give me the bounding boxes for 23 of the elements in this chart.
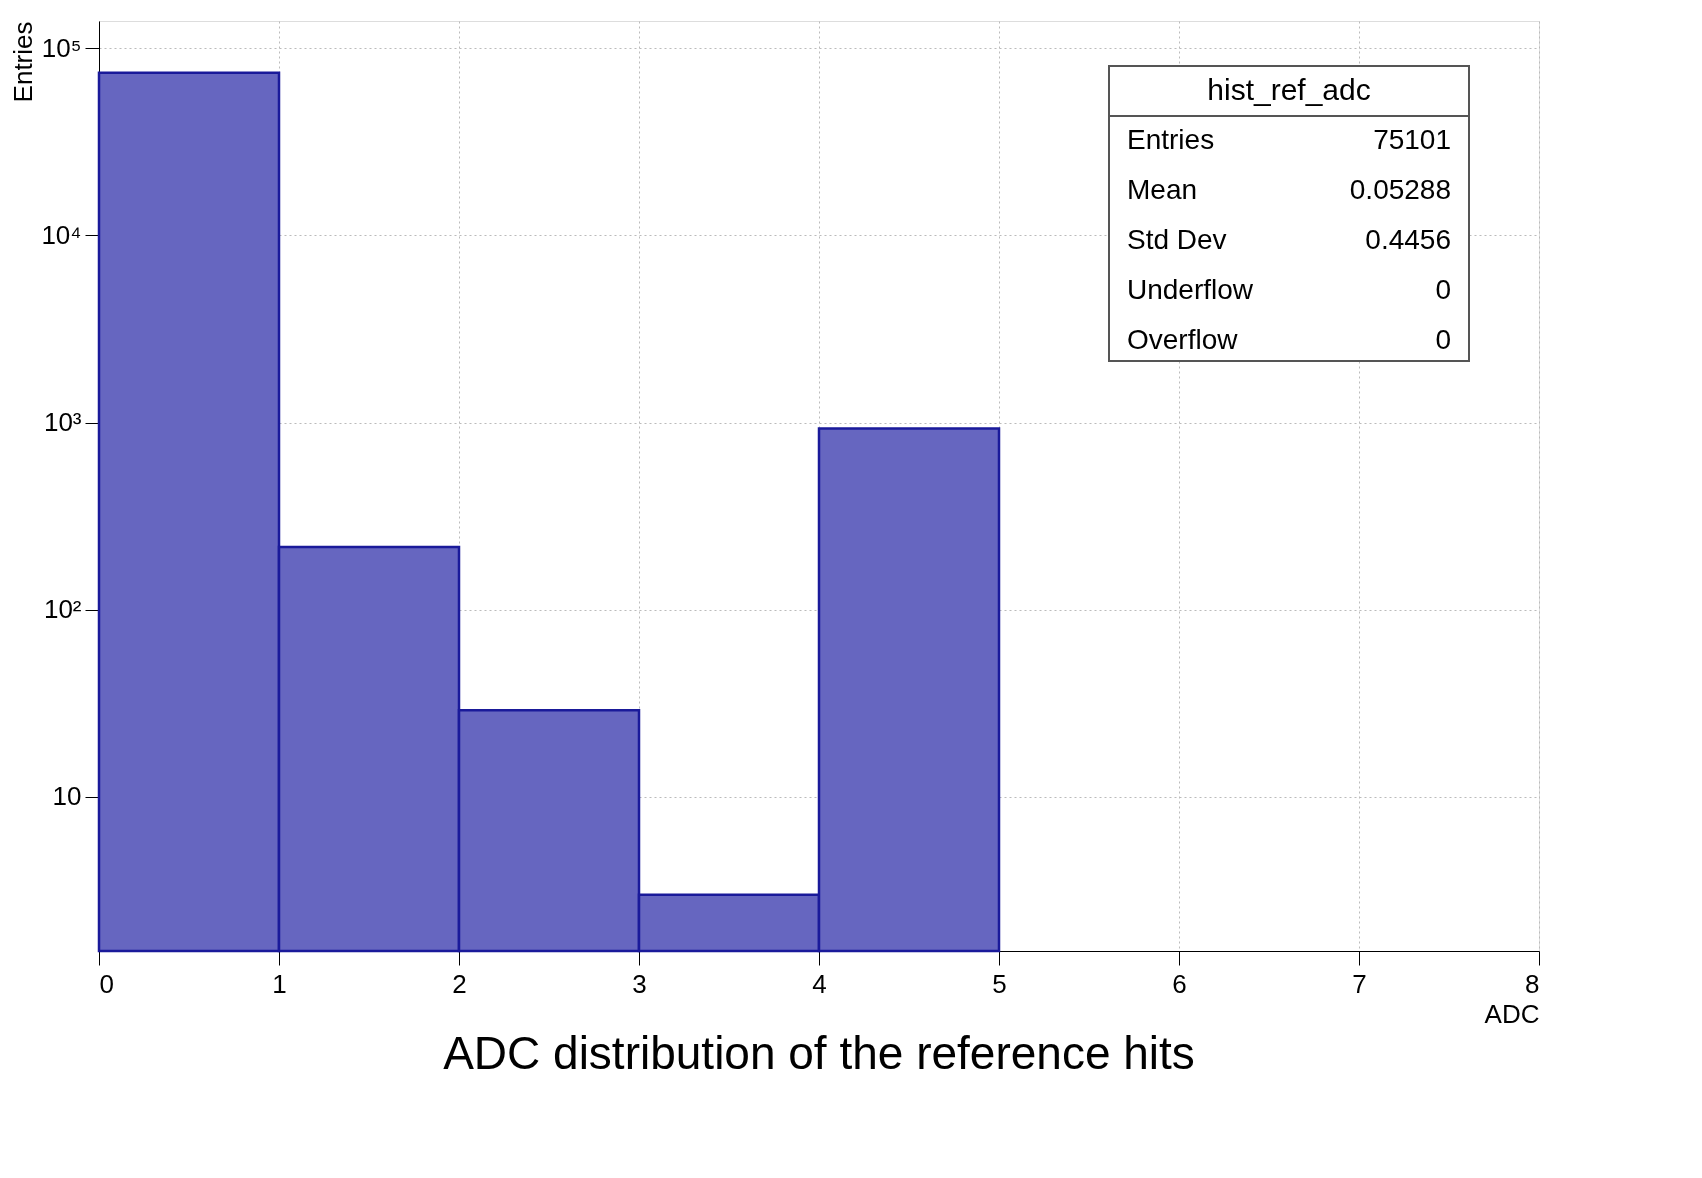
x-tick-label: 8	[1525, 968, 1540, 999]
y-tick-label: 10	[52, 781, 82, 812]
y-tick-label: 10²	[43, 594, 82, 625]
y-axis-title: Entries	[8, 21, 39, 103]
x-tick-label: 3	[632, 968, 647, 999]
x-tick-label: 2	[452, 968, 467, 999]
text: Overflow 0	[1127, 324, 1451, 355]
annotation: hist_ref_adc	[1207, 73, 1371, 106]
x-tick-label: 7	[1352, 968, 1367, 999]
text: Mean 0.05288	[1127, 174, 1451, 205]
x-tick-label: 0	[99, 968, 114, 999]
text: ADC distribution of the reference hits	[443, 1027, 1195, 1079]
y-tick-label: 10⁵	[41, 32, 82, 63]
text: Underflow 0	[1127, 274, 1451, 305]
y-tick-label: 10⁴	[41, 219, 82, 250]
x-axis-title: ADC	[1484, 998, 1540, 1029]
text: Std Dev 0.4456	[1127, 224, 1451, 255]
x-tick-label: 4	[812, 968, 827, 999]
y-tick-label: 10³	[43, 407, 82, 438]
text: Entries 75101	[1127, 124, 1451, 155]
x-tick-label: 1	[272, 968, 287, 999]
x-tick-label: 5	[992, 968, 1007, 999]
x-tick-label: 6	[1172, 968, 1187, 999]
